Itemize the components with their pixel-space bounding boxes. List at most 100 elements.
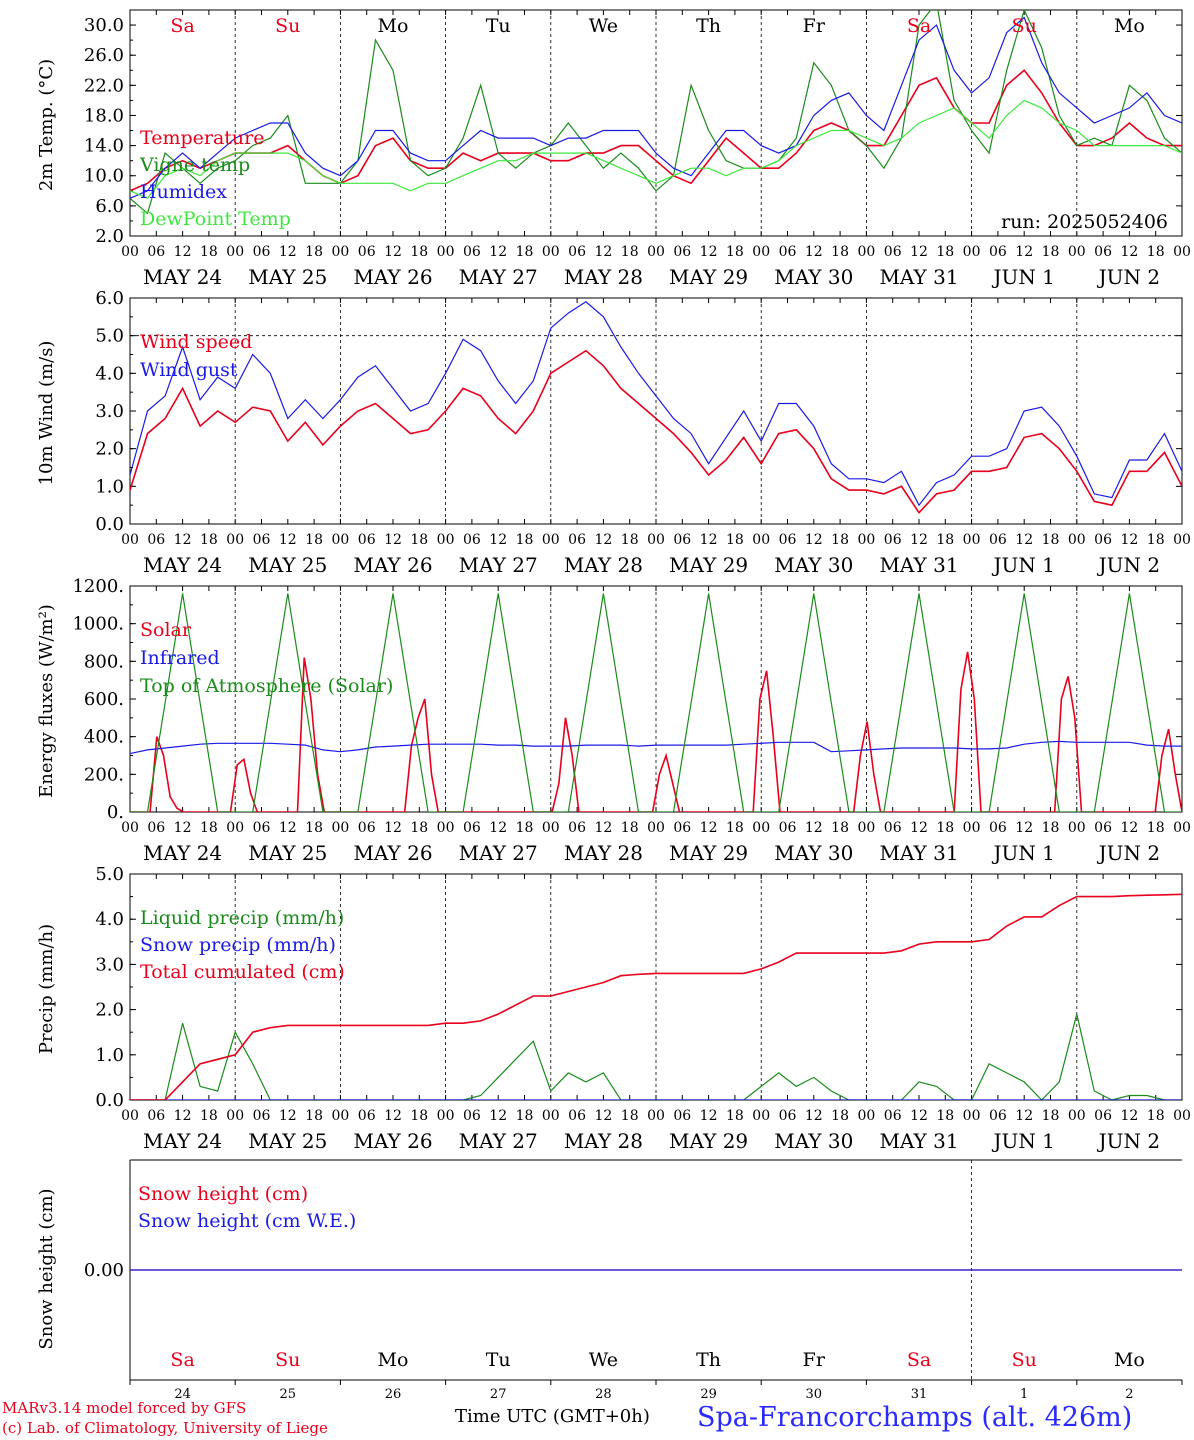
date-label: MAY 31: [879, 265, 958, 289]
series-line-solar: [130, 651, 1182, 812]
date-label: MAY 26: [353, 1129, 432, 1153]
date-label: MAY 27: [459, 553, 538, 577]
hour-tick-label: 12: [910, 532, 928, 548]
y-tick-label: 5.0: [95, 864, 124, 885]
meteogram: 2.06.010.014.018.022.026.030.02m Temp. (…: [36, 9, 1191, 1400]
hour-tick-label: 18: [1147, 532, 1165, 548]
hour-tick-label: 06: [673, 820, 691, 836]
hour-tick-label: 06: [568, 244, 586, 260]
series-line-infrared: [130, 740, 1182, 755]
hour-tick-label: 00: [857, 820, 875, 836]
y-tick-label: 1.0: [95, 1045, 124, 1066]
y-tick-label: 2.0: [95, 1000, 124, 1021]
hour-tick-label: 18: [936, 532, 954, 548]
hour-tick-label: 18: [200, 820, 218, 836]
date-label: JUN 1: [991, 841, 1054, 865]
legend-entry: Total cumulated (cm): [140, 961, 345, 983]
legend-entry: Top of Atmosphere (Solar): [140, 675, 393, 697]
hour-tick-label: 06: [253, 820, 271, 836]
day-number-label: 26: [385, 1387, 402, 1400]
hour-tick-label: 12: [279, 532, 297, 548]
date-label: JUN 1: [991, 265, 1054, 289]
series-line-humidex: [130, 16, 1182, 199]
day-of-week-label: Su: [275, 15, 300, 37]
legend-entry: Infrared: [140, 647, 220, 669]
date-label: MAY 31: [879, 841, 958, 865]
hour-tick-label: 12: [1120, 1108, 1138, 1124]
hour-tick-label: 18: [726, 820, 744, 836]
hour-tick-label: 12: [489, 244, 507, 260]
hour-tick-label: 00: [752, 1108, 770, 1124]
hour-tick-label: 00: [1173, 244, 1191, 260]
y-tick-label: 5.0: [95, 326, 124, 347]
hour-tick-label: 12: [489, 1108, 507, 1124]
hour-tick-label: 12: [174, 532, 192, 548]
hour-tick-label: 06: [884, 820, 902, 836]
day-of-week-label: Th: [696, 15, 721, 37]
hour-tick-label: 00: [857, 244, 875, 260]
hour-tick-label: 12: [279, 820, 297, 836]
hour-tick-label: 18: [831, 820, 849, 836]
hour-tick-label: 00: [437, 244, 455, 260]
hour-tick-label: 00: [1173, 532, 1191, 548]
hour-tick-label: 12: [594, 244, 612, 260]
hour-tick-label: 00: [1173, 1108, 1191, 1124]
hour-tick-label: 18: [1042, 1108, 1060, 1124]
date-label: MAY 24: [143, 265, 222, 289]
day-number-label: 28: [595, 1387, 612, 1400]
hour-tick-label: 00: [331, 532, 349, 548]
hour-tick-label: 00: [963, 1108, 981, 1124]
hour-tick-label: 00: [963, 820, 981, 836]
hour-tick-label: 06: [253, 1108, 271, 1124]
legend-entry: Solar: [140, 619, 192, 641]
hour-tick-label: 12: [910, 1108, 928, 1124]
date-label: MAY 27: [459, 1129, 538, 1153]
hour-tick-label: 18: [410, 244, 428, 260]
date-label: MAY 29: [669, 1129, 748, 1153]
hour-tick-label: 18: [305, 820, 323, 836]
legend-entry: DewPoint Temp: [140, 208, 291, 230]
hour-tick-label: 00: [752, 244, 770, 260]
date-label: MAY 31: [879, 1129, 958, 1153]
day-number-label: 2: [1125, 1387, 1133, 1400]
hour-tick-label: 18: [621, 820, 639, 836]
day-of-week-label: Sa: [907, 15, 931, 37]
y-tick-label: 4.0: [95, 909, 124, 930]
day-number-label: 24: [174, 1387, 191, 1400]
hour-tick-label: 06: [989, 532, 1007, 548]
date-label: MAY 24: [143, 1129, 222, 1153]
hour-tick-label: 00: [542, 820, 560, 836]
hour-tick-label: 12: [174, 244, 192, 260]
y-tick-label: 26.0: [84, 45, 124, 66]
hour-tick-label: 06: [568, 1108, 586, 1124]
series-line-vigne-temp: [130, 10, 1182, 215]
hour-tick-label: 06: [779, 532, 797, 548]
hour-tick-label: 12: [489, 532, 507, 548]
hour-tick-label: 00: [542, 244, 560, 260]
hour-tick-label: 18: [1042, 244, 1060, 260]
hour-tick-label: 06: [358, 820, 376, 836]
y-tick-label: 0.: [107, 802, 124, 823]
day-number-label: 29: [700, 1387, 717, 1400]
hour-tick-label: 00: [437, 820, 455, 836]
hour-tick-label: 00: [1068, 532, 1086, 548]
day-of-week-label: Tu: [486, 1349, 511, 1371]
date-label: MAY 24: [143, 841, 222, 865]
hour-tick-label: 12: [1120, 532, 1138, 548]
hour-tick-label: 06: [673, 1108, 691, 1124]
date-label: MAY 31: [879, 553, 958, 577]
hour-tick-label: 00: [963, 244, 981, 260]
hour-tick-label: 00: [647, 820, 665, 836]
day-of-week-label: We: [589, 1349, 618, 1371]
hour-tick-label: 12: [700, 532, 718, 548]
date-label: MAY 28: [564, 553, 643, 577]
hour-tick-label: 00: [1068, 820, 1086, 836]
hour-tick-label: 18: [936, 1108, 954, 1124]
hour-tick-label: 18: [1042, 820, 1060, 836]
hour-tick-label: 06: [147, 244, 165, 260]
hour-tick-label: 12: [174, 820, 192, 836]
hour-tick-label: 12: [700, 820, 718, 836]
hour-tick-label: 12: [384, 820, 402, 836]
hour-tick-label: 12: [910, 244, 928, 260]
hour-tick-label: 06: [358, 1108, 376, 1124]
